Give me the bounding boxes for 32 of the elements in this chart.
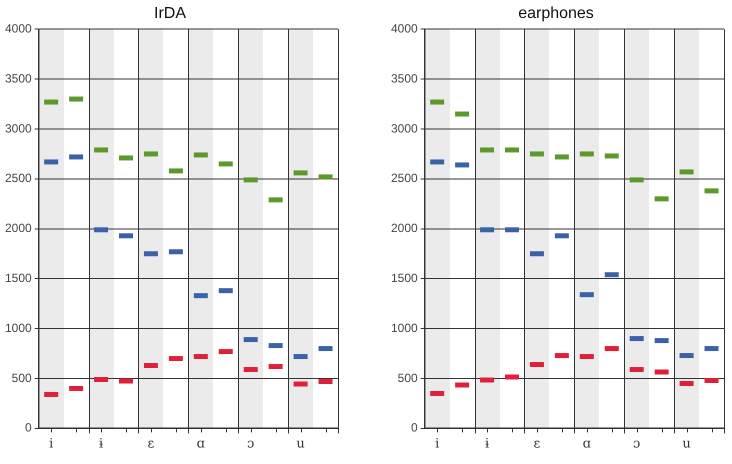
y-tick-label: 4000 bbox=[4, 22, 32, 36]
y-tick-label: 1500 bbox=[4, 271, 32, 286]
x-tick-label: ɨ bbox=[484, 436, 490, 452]
y-tick-label: 1000 bbox=[4, 320, 32, 335]
x-tick-label: i bbox=[435, 436, 440, 452]
x-tick-label: ɛ bbox=[148, 436, 155, 452]
y-tick-label: 0 bbox=[25, 420, 32, 435]
x-tick-label: ɑ bbox=[582, 436, 591, 452]
x-tick-label: i bbox=[49, 436, 54, 452]
y-tick-label: 3500 bbox=[4, 71, 32, 86]
y-tick-label: 3000 bbox=[4, 121, 32, 136]
x-tick-label: u bbox=[682, 436, 691, 452]
chart-title: IrDA bbox=[154, 5, 186, 22]
y-tick-label: 3000 bbox=[390, 121, 418, 136]
y-tick-label: 1000 bbox=[390, 320, 418, 335]
y-tick-label: 3500 bbox=[390, 71, 418, 86]
y-tick-label: 4000 bbox=[390, 22, 418, 36]
y-tick-label: 2500 bbox=[390, 171, 418, 186]
x-tick-label: ɑ bbox=[196, 436, 205, 452]
y-tick-label: 500 bbox=[12, 370, 32, 385]
x-tick-label: ɔ bbox=[633, 436, 640, 452]
y-tick-label: 2000 bbox=[390, 221, 418, 236]
x-tick-label: ɨ bbox=[98, 436, 104, 452]
x-tick-label: ɛ bbox=[534, 436, 541, 452]
y-tick-label: 500 bbox=[398, 370, 418, 385]
y-tick-label: 2500 bbox=[4, 171, 32, 186]
x-tick-label: ɔ bbox=[247, 436, 254, 452]
chart-title: earphones bbox=[518, 5, 594, 22]
y-tick-label: 0 bbox=[411, 420, 418, 435]
x-tick-label: u bbox=[296, 436, 305, 452]
y-tick-label: 2000 bbox=[4, 221, 32, 236]
y-tick-label: 1500 bbox=[390, 271, 418, 286]
